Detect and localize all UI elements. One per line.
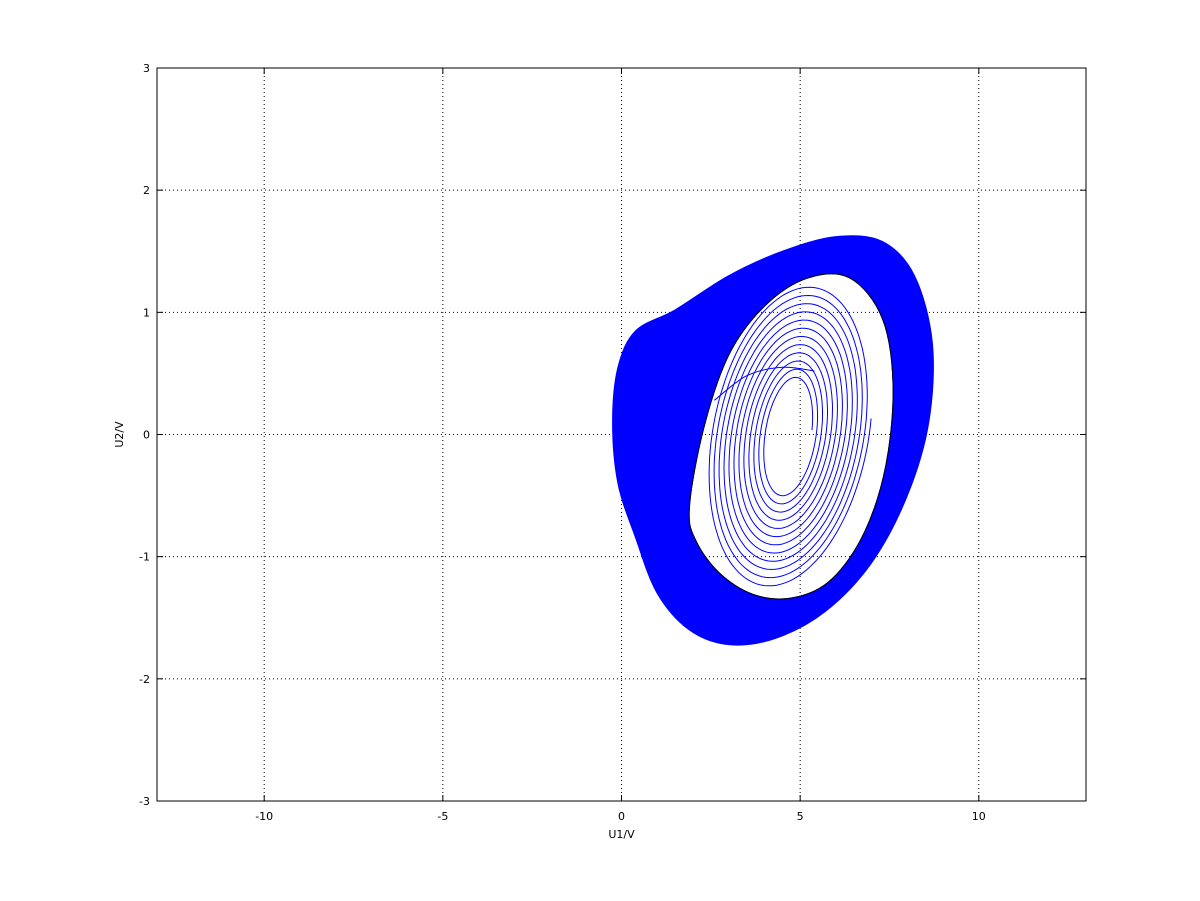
y-axis-label: U2/V [113,421,126,448]
y-tick-label: 3 [143,62,150,75]
attractor-band [612,235,934,646]
x-axis-label: U1/V [608,828,635,841]
x-tick-label: 5 [797,810,804,823]
y-tick-label: 1 [143,306,150,319]
trajectory-tail [714,366,815,401]
inner-spiral [708,286,872,587]
x-tick-label: -5 [437,810,448,823]
y-tick-label: 0 [143,429,150,442]
y-tick-label: -3 [139,795,150,808]
y-tick-label: -2 [139,673,150,686]
y-tick-label: 2 [143,184,150,197]
inner-ring-edge [688,273,894,600]
x-tick-label: -10 [255,810,273,823]
x-tick-label: 10 [972,810,986,823]
x-tick-label: 0 [618,810,625,823]
y-tick-label: -1 [139,551,150,564]
data-layer [612,235,934,646]
